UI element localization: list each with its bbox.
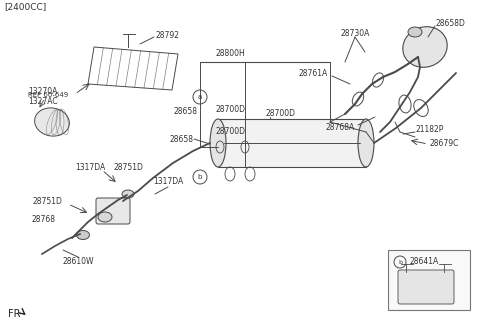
Text: 28641A: 28641A [410,258,439,267]
FancyBboxPatch shape [398,270,454,304]
Ellipse shape [408,27,422,37]
Text: 28658: 28658 [169,134,193,143]
Ellipse shape [76,230,89,239]
Text: REF 60-649: REF 60-649 [28,92,68,98]
Bar [218,119,366,167]
Ellipse shape [35,108,70,136]
Text: 28700D: 28700D [265,110,295,119]
Ellipse shape [210,119,226,167]
FancyBboxPatch shape [96,198,130,224]
Text: 13270A: 13270A [28,88,58,97]
Text: 28679C: 28679C [430,139,459,148]
Text: 1327AC: 1327AC [28,98,58,107]
Text: 28768: 28768 [31,215,55,224]
Text: 28800H: 28800H [215,49,245,58]
Ellipse shape [403,27,447,67]
Ellipse shape [122,190,134,198]
Text: 28768A: 28768A [326,123,355,131]
Text: 28700D: 28700D [215,106,245,115]
Text: 28610W: 28610W [62,258,94,267]
Text: a: a [198,94,202,100]
Text: FR: FR [8,309,21,319]
Text: 28658D: 28658D [435,20,465,29]
Bar [388,250,470,310]
Text: 21182P: 21182P [415,125,444,134]
Text: 28751D: 28751D [32,198,62,207]
Text: 28751D: 28751D [113,162,143,172]
Text: [2400CC]: [2400CC] [4,3,46,12]
Ellipse shape [98,212,112,222]
Text: b: b [398,260,402,265]
Ellipse shape [358,119,374,167]
Text: 28730A: 28730A [340,30,370,39]
Text: 28792: 28792 [155,32,179,41]
Text: 28658: 28658 [174,108,198,117]
Text: 28761A: 28761A [299,69,328,78]
Text: b: b [198,174,202,180]
Text: 28700D: 28700D [215,127,245,136]
Text: 1317DA: 1317DA [153,178,183,187]
Text: 1317DA: 1317DA [75,162,105,172]
